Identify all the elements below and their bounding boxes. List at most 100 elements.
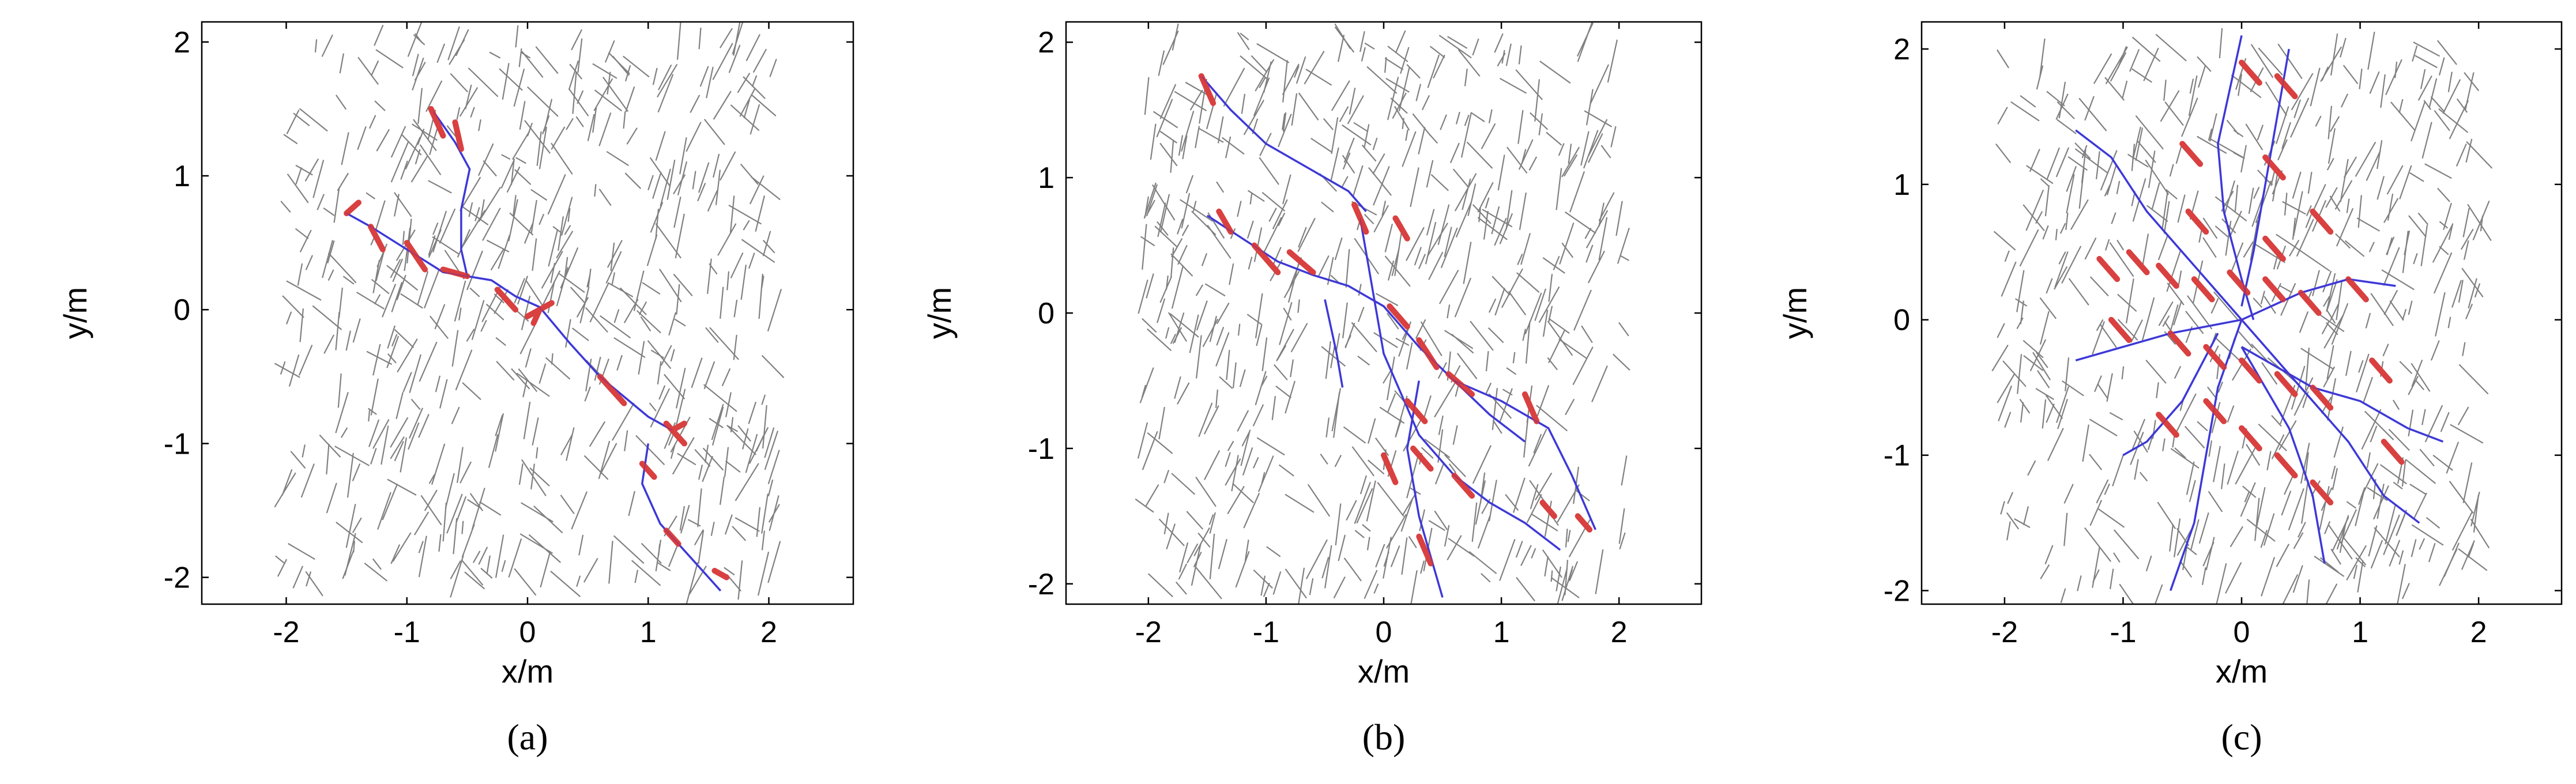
fracture-segment [1494,33,1504,53]
fracture-segment [1272,571,1282,595]
fracture-segment [1142,224,1147,270]
fracture-segment [2293,377,2314,416]
fracture-segment [749,175,764,205]
fracture-segment [1997,107,2008,125]
fracture-segment [1199,127,1224,143]
fracture-segment [2299,311,2309,333]
fracture-segment [2356,217,2381,232]
fracture-segment [2077,575,2082,591]
fracture-segment [490,248,504,271]
fracture-segment [1261,337,1268,371]
fracture-segment [705,327,719,343]
fracture-segment [2411,101,2426,142]
fracture-segment [2169,164,2174,177]
fracture-segment [1150,123,1157,160]
fracture-segment [1381,201,1387,216]
fracture-segment [2340,93,2349,108]
fracture-segment [2432,454,2453,471]
fracture-segment [1359,31,1365,52]
fracture-segment [2139,472,2148,482]
y-tick-label: 1 [174,160,190,193]
fracture-segment [466,250,483,291]
fracture-segment [1498,388,1513,424]
fracture-segment [605,251,622,284]
fracture-segment [2234,184,2239,212]
fracture-segment [2346,545,2367,581]
fracture-segment [748,401,757,424]
fracture-segment [1401,537,1408,575]
fracture-segment [767,541,781,583]
fracture-segment [1172,327,1182,344]
fracture-segment [1174,376,1181,399]
fracture-segment [552,225,562,233]
fracture-segment [1429,46,1445,58]
fracture-segment [2370,540,2383,569]
fracture-segment [1587,119,1608,157]
fracture-segment [1157,298,1166,323]
fracture-segment [344,533,356,576]
fracture-segment [624,430,628,451]
fracture-segment [1572,346,1594,386]
fracture-segment [1581,325,1593,344]
fracture-segment [1139,367,1154,404]
fracture-segment [1146,273,1154,299]
fracture-segment [592,63,617,79]
fracture-segment [668,312,677,336]
fracture-segment [2330,33,2338,76]
fracture-segment [2131,419,2146,452]
fracture-segment [1402,131,1417,167]
fracture-segment [752,48,767,73]
fracture-segment [2035,387,2054,400]
fracture-segment [1163,469,1170,484]
fracture-segment [2323,314,2344,349]
fracture-segment [2466,141,2493,169]
fracture-segment [2293,532,2304,549]
fracture-segment [512,195,517,217]
fracture-segment [2166,189,2178,200]
fracture-segment [319,434,341,458]
fracture-segment [1177,218,1184,235]
fracture-segment [761,530,765,551]
fracture-segment [1483,210,1489,240]
fracture-segment [583,557,598,583]
fracture-segment [2057,101,2075,119]
fracture-segment [1335,503,1342,546]
fracture-segment [345,330,351,351]
fracture-segment [514,568,537,596]
fracture-segment [2322,270,2332,293]
fracture-segment [2036,352,2048,368]
fracture-segment [524,223,534,244]
fracture-segment [2006,512,2020,530]
fracture-segment [761,493,769,534]
fracture-segment [506,166,521,193]
fracture-segment [751,95,777,116]
fracture-segment [2109,568,2114,590]
fracture-segment [495,534,504,578]
fracture-segment [417,271,429,305]
fracture-segment [2111,212,2116,224]
fracture-segment [2135,127,2144,161]
fracture-segment [2100,150,2118,191]
fracture-segment [733,334,737,360]
fracture-segment [768,504,780,523]
fracture-segment [1618,322,1629,337]
fracture-segment [480,319,487,332]
fracture-segment [1520,545,1532,566]
fracture-segment [517,276,529,305]
fracture-segment [2334,180,2353,210]
plot-area [274,22,785,604]
fracture-segment [1430,174,1449,191]
fracture-segment [1193,527,1210,557]
fracture-segment [1434,463,1444,485]
fracture-segment [2428,78,2438,108]
fracture-segment [2295,247,2330,272]
fracture-segment [756,507,761,537]
fracture-segment [2464,72,2475,111]
fracture-segment [387,478,417,496]
fracture-segment [2467,203,2492,242]
fracture-segment [2342,65,2359,85]
fracture-segment [1207,224,1231,259]
fracture-segment [743,76,766,99]
x-tick-label: 1 [1493,616,1510,649]
fracture-segment [1343,426,1366,444]
